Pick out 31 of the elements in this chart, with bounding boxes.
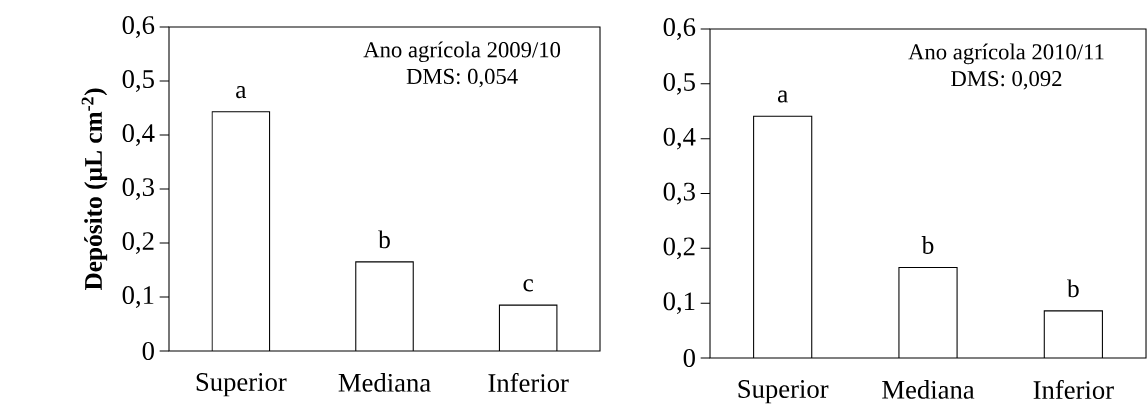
annotation: b (921, 236, 934, 254)
annotation: a (236, 86, 247, 99)
annotation: Ano agrícola 2009/10 (363, 41, 561, 63)
y-tick-label: 0,5 (122, 70, 154, 92)
y-tick-label: 0 (142, 342, 154, 360)
annotation: b (378, 230, 390, 249)
y-tick-label: 0 (683, 349, 695, 367)
x-tick-label: Inferior (488, 373, 569, 393)
y-tick-label: 0,3 (122, 178, 154, 200)
annotation: c (523, 279, 534, 292)
annotation: DMS: 0,054 (406, 68, 518, 88)
y-tick-label: 0,1 (122, 286, 154, 308)
y-axis-title: Depósito (µL cm$^{-2}$) (81, 88, 108, 291)
y-tick-label: 0,2 (663, 237, 695, 260)
annotation: a (777, 90, 788, 103)
x-tick-label: Mediana (882, 380, 975, 399)
y-tick-label: 0,2 (122, 232, 154, 254)
annotation: Ano agrícola 2010/11 (908, 43, 1104, 65)
annotation: b (1067, 279, 1079, 298)
y-tick-label: 0,6 (663, 18, 696, 40)
x-tick-label: Mediana (338, 373, 431, 392)
y-tick-label: 0,5 (663, 72, 695, 95)
x-tick-label: Superior (738, 380, 829, 404)
x-tick-label: Inferior (1033, 380, 1114, 400)
annotation: DMS: 0,092 (951, 70, 1062, 90)
y-tick-label: 0,1 (663, 292, 695, 315)
y-tick-label: 0,4 (122, 124, 155, 146)
y-tick-label: 0,4 (663, 127, 696, 150)
y-tick-label: 0,6 (122, 16, 155, 38)
y-tick-label: 0,3 (663, 182, 695, 205)
x-tick-label: Superior (196, 373, 287, 397)
